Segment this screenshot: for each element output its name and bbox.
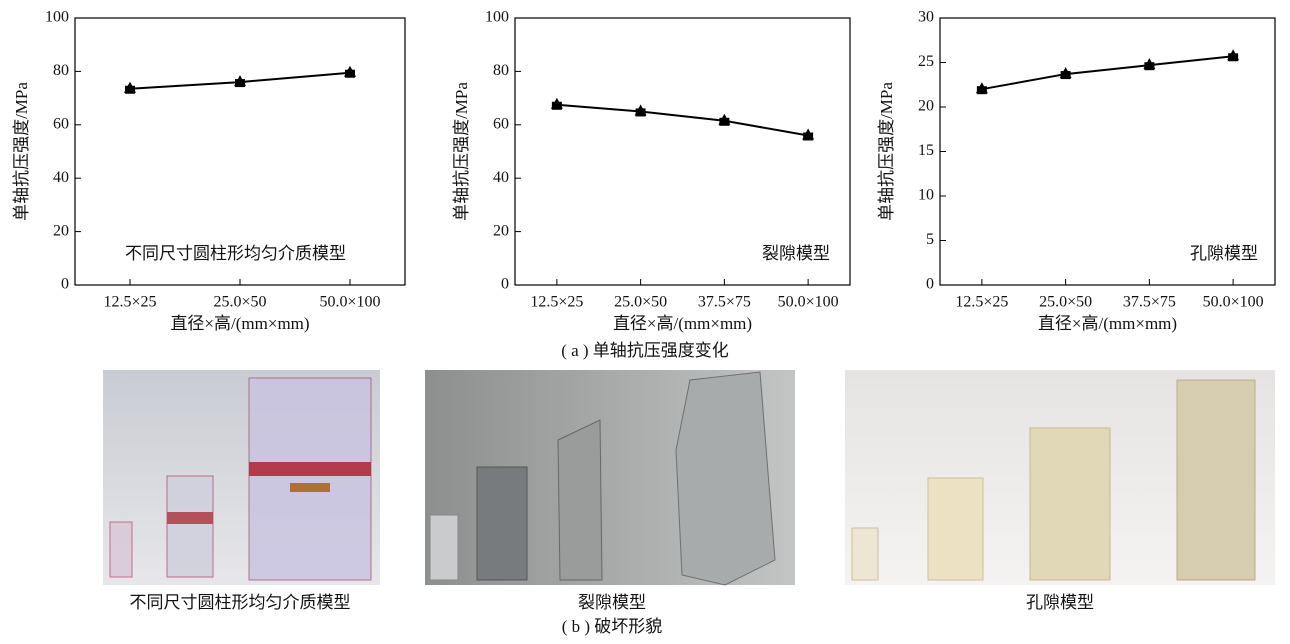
data-point-square [551,101,562,110]
y-tick-label: 100 [485,9,509,26]
y-tick-label: 80 [493,62,509,79]
annotation: 裂隙模型 [762,244,830,263]
caption-a: ( a ) 单轴抗压强度变化 [561,341,729,360]
photo-label: 孔隙模型 [1026,593,1094,612]
y-tick-label: 20 [918,98,934,115]
data-point-square [235,79,245,88]
y-tick-label: 20 [493,222,509,239]
photo-3 [845,370,1275,585]
x-axis-label: 直径×高/(mm×mm) [170,314,309,333]
data-line [556,103,809,137]
x-axis-label: 直径×高/(mm×mm) [613,314,752,333]
photo-label: 不同尺寸圆柱形均匀介质模型 [130,593,351,612]
y-tick-label: 5 [926,231,934,248]
y-axis-label: 单轴抗压强度/MPa [12,82,31,221]
photo-label: 裂隙模型 [578,593,646,612]
x-tick-label: 50.0×100 [778,294,839,311]
data-point-square [976,86,987,95]
photo-2 [425,370,795,586]
x-tick-label: 37.5×75 [698,294,751,311]
data-point-square [345,69,355,78]
x-tick-label: 50.0×100 [1203,294,1264,311]
data-point-square [1060,71,1071,80]
x-axis-label: 直径×高/(mm×mm) [1038,314,1177,333]
x-tick-label: 12.5×25 [103,294,156,311]
y-tick-label: 0 [501,276,509,293]
y-tick-label: 80 [53,62,69,79]
data-point-square [803,132,814,141]
y-tick-label: 0 [61,276,69,293]
y-tick-label: 100 [45,9,69,26]
y-tick-label: 0 [926,276,934,293]
x-tick-label: 25.0×50 [213,294,266,311]
annotation: 孔隙模型 [1190,244,1258,263]
y-tick-label: 20 [53,222,69,239]
data-point-square [1144,62,1155,71]
caption-b: ( b ) 破坏形貌 [562,617,663,636]
x-tick-label: 50.0×100 [319,294,380,311]
y-tick-label: 15 [918,142,934,159]
x-tick-label: 25.0×50 [1039,294,1092,311]
y-tick-label: 40 [493,169,509,186]
y-tick-label: 60 [53,115,69,132]
plot-frame [514,17,851,286]
x-tick-label: 12.5×25 [530,294,583,311]
photo-1 [103,370,380,585]
data-point-square [125,85,135,94]
x-tick-label: 12.5×25 [955,294,1008,311]
y-tick-label: 10 [918,187,934,204]
data-point-square [1228,53,1239,62]
y-tick-label: 60 [493,115,509,132]
data-point-square [635,108,646,117]
y-tick-label: 30 [918,9,934,26]
y-axis-label: 单轴抗压强度/MPa [452,82,471,221]
x-tick-label: 37.5×75 [1123,294,1176,311]
data-point-square [719,117,730,126]
annotation: 不同尺寸圆柱形均匀介质模型 [125,244,346,263]
data-line [981,55,1234,91]
y-axis-label: 单轴抗压强度/MPa [877,82,896,221]
y-tick-label: 40 [53,169,69,186]
x-tick-label: 25.0×50 [614,294,667,311]
y-tick-label: 25 [918,53,934,70]
